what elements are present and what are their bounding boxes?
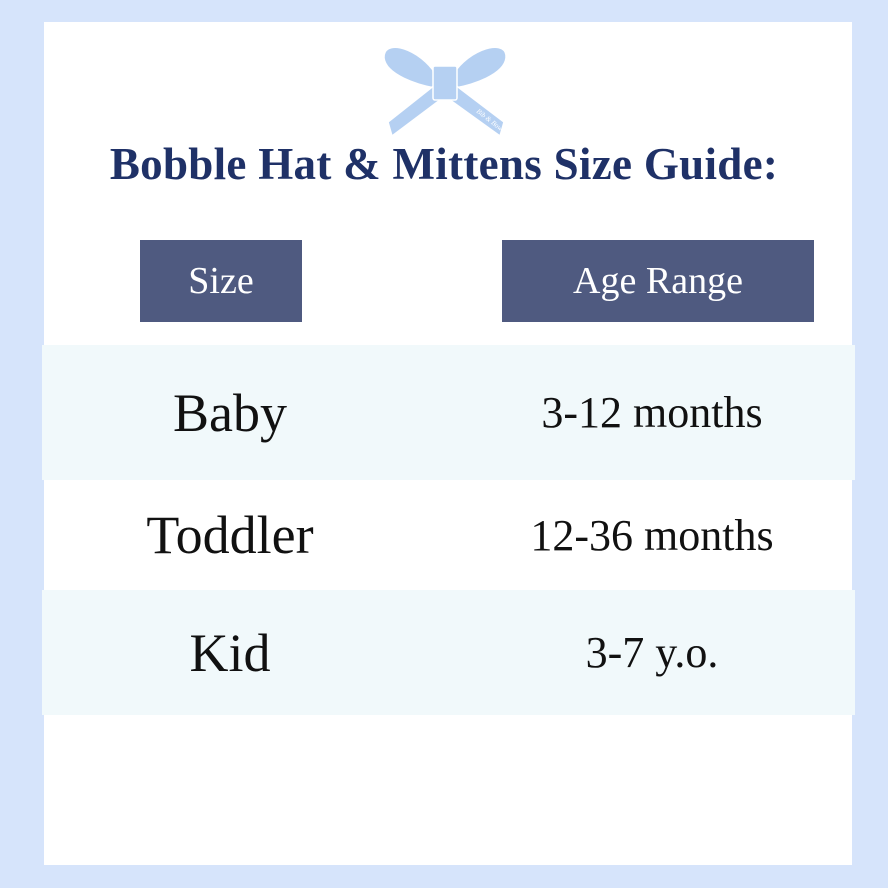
page-title: Bobble Hat & Mittens Size Guide: (109, 139, 779, 189)
bow-logo-icon: Bib & Bows (383, 46, 507, 138)
age-cell: 3-7 y.o. (585, 628, 719, 677)
table-row: Toddler 12-36 months (42, 480, 855, 590)
size-cell: Toddler (146, 505, 314, 565)
age-cell: 12-36 months (530, 510, 774, 560)
header-size: Size (140, 240, 302, 322)
table-row: Baby 3-12 months (42, 345, 855, 480)
size-cell: Kid (189, 622, 271, 683)
table-row: Kid 3-7 y.o. (42, 590, 855, 715)
size-cell: Baby (173, 382, 287, 443)
header-age-range: Age Range (502, 240, 814, 322)
age-cell: 3-12 months (541, 388, 763, 437)
